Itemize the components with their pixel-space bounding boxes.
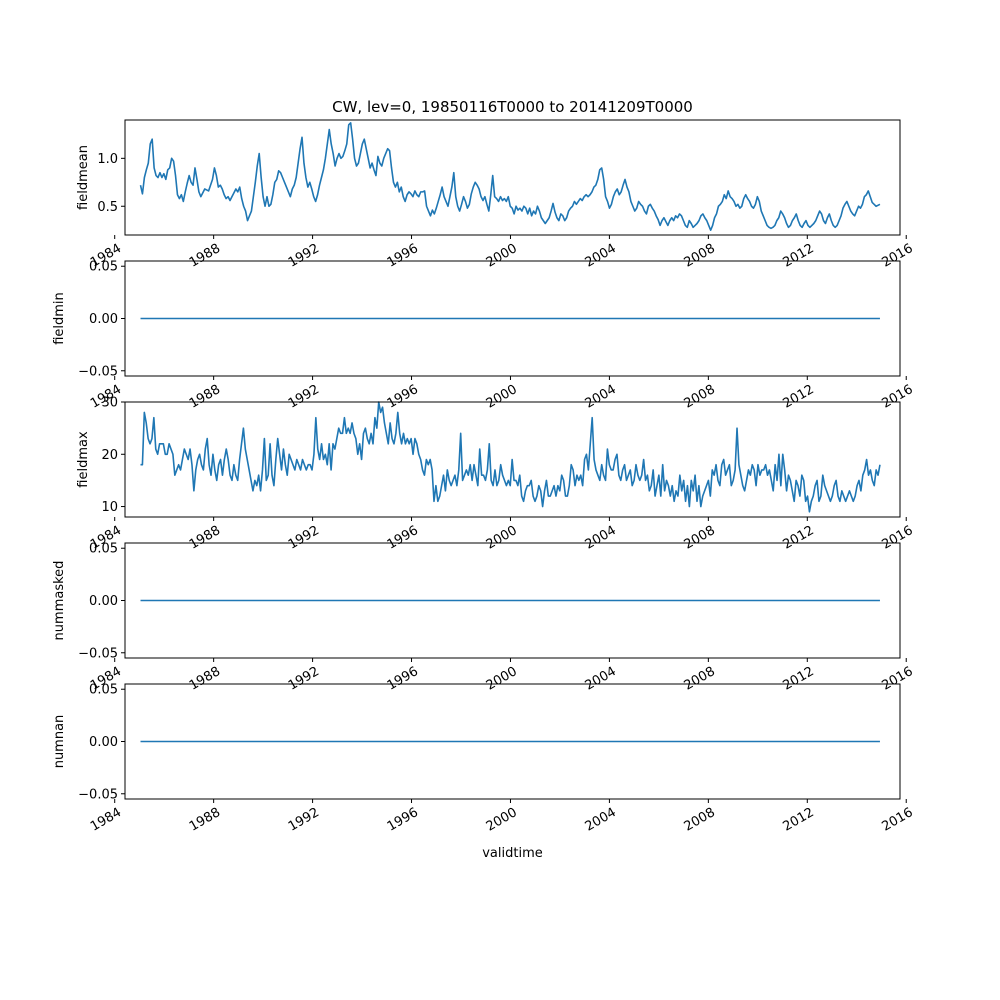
y-axis-label-fieldmean: fieldmean [76, 145, 91, 210]
y-tick-label: −0.05 [78, 364, 118, 379]
y-tick-label: −0.05 [78, 646, 118, 661]
x-axis-label: validtime [482, 846, 543, 861]
figure-title: CW, lev=0, 19850116T0000 to 20141209T000… [332, 98, 693, 116]
y-tick-label: 1.0 [97, 152, 118, 167]
y-axis-label-numnan: numnan [52, 715, 67, 769]
y-tick-label: 0.00 [89, 312, 118, 327]
y-tick-label: 0.00 [89, 594, 118, 609]
y-axis-label-nummasked: nummasked [52, 561, 67, 641]
y-tick-label: 30 [101, 396, 118, 411]
axes-frame-fieldmean [124, 119, 901, 236]
y-axis-label-fieldmax: fieldmax [76, 431, 91, 488]
y-tick-label: 0.05 [89, 260, 118, 275]
y-tick-label: −0.05 [78, 787, 118, 802]
y-tick-label: 0.00 [89, 735, 118, 750]
series-line-fieldmax [140, 401, 881, 513]
y-tick-label: 0.05 [89, 683, 118, 698]
y-tick-label: 20 [101, 448, 118, 463]
y-tick-label: 0.5 [97, 200, 118, 215]
y-tick-label: 10 [101, 500, 118, 515]
series-line-fieldmean [139, 122, 881, 232]
y-tick-label: 0.05 [89, 542, 118, 557]
y-axis-label-fieldmin: fieldmin [52, 292, 67, 345]
axes-frame-fieldmax [124, 401, 901, 518]
